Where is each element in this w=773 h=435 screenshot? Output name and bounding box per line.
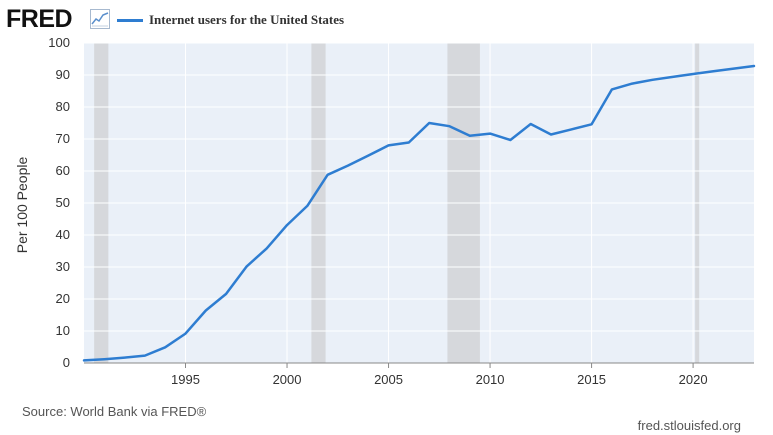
data-point[interactable] bbox=[82, 358, 87, 363]
y-tick-label: 100 bbox=[48, 35, 70, 50]
data-point[interactable] bbox=[122, 355, 127, 360]
y-tick-label: 90 bbox=[56, 67, 70, 82]
data-point[interactable] bbox=[548, 132, 553, 137]
y-tick-label: 70 bbox=[56, 131, 70, 146]
x-tick-label: 2000 bbox=[273, 372, 302, 387]
y-tick-label: 80 bbox=[56, 99, 70, 114]
legend-label[interactable]: Internet users for the United States bbox=[149, 12, 345, 27]
data-point[interactable] bbox=[488, 131, 493, 136]
data-point[interactable] bbox=[691, 72, 696, 77]
data-point[interactable] bbox=[264, 246, 269, 251]
data-point[interactable] bbox=[508, 137, 513, 142]
data-point[interactable] bbox=[609, 87, 614, 92]
fred-logo[interactable]: FRED bbox=[6, 5, 73, 33]
y-axis-title: Per 100 People bbox=[14, 156, 30, 254]
x-tick-label: 2020 bbox=[679, 372, 708, 387]
x-tick-label: 2015 bbox=[577, 372, 606, 387]
data-point[interactable] bbox=[102, 357, 107, 362]
data-point[interactable] bbox=[447, 124, 452, 129]
chart-legend: Internet users for the United States bbox=[117, 11, 344, 29]
data-point[interactable] bbox=[203, 308, 208, 313]
y-tick-label: 0 bbox=[63, 355, 70, 370]
legend-swatch bbox=[117, 18, 143, 22]
data-point[interactable] bbox=[244, 264, 249, 269]
y-tick-label: 50 bbox=[56, 195, 70, 210]
y-tick-label: 30 bbox=[56, 259, 70, 274]
data-point[interactable] bbox=[406, 140, 411, 145]
data-point[interactable] bbox=[467, 133, 472, 138]
data-point[interactable] bbox=[752, 64, 757, 69]
data-point[interactable] bbox=[589, 122, 594, 127]
line-chart-icon bbox=[90, 9, 110, 29]
data-point[interactable] bbox=[183, 331, 188, 336]
data-point[interactable] bbox=[285, 223, 290, 228]
y-tick-label: 20 bbox=[56, 291, 70, 306]
data-point[interactable] bbox=[345, 163, 350, 168]
y-tick-label: 40 bbox=[56, 227, 70, 242]
series-line[interactable] bbox=[82, 64, 756, 362]
data-point[interactable] bbox=[630, 81, 635, 86]
x-tick-label: 1995 bbox=[171, 372, 200, 387]
data-point[interactable] bbox=[711, 69, 716, 74]
data-point[interactable] bbox=[427, 121, 432, 126]
data-point[interactable] bbox=[569, 127, 574, 132]
data-point[interactable] bbox=[142, 353, 147, 358]
data-point[interactable] bbox=[163, 345, 168, 350]
y-tick-label: 60 bbox=[56, 163, 70, 178]
data-point[interactable] bbox=[325, 172, 330, 177]
data-point[interactable] bbox=[224, 291, 229, 296]
y-tick-label: 10 bbox=[56, 323, 70, 338]
data-point[interactable] bbox=[305, 203, 310, 208]
data-point[interactable] bbox=[366, 153, 371, 158]
data-point[interactable] bbox=[386, 143, 391, 148]
x-tick-label: 2010 bbox=[476, 372, 505, 387]
data-point[interactable] bbox=[731, 66, 736, 71]
credit-link[interactable]: fred.stlouisfed.org bbox=[637, 418, 741, 433]
x-tick-label: 2005 bbox=[374, 372, 403, 387]
data-point[interactable] bbox=[528, 121, 533, 126]
data-point[interactable] bbox=[670, 74, 675, 79]
data-point[interactable] bbox=[650, 77, 655, 82]
source-note: Source: World Bank via FRED® bbox=[22, 404, 207, 419]
